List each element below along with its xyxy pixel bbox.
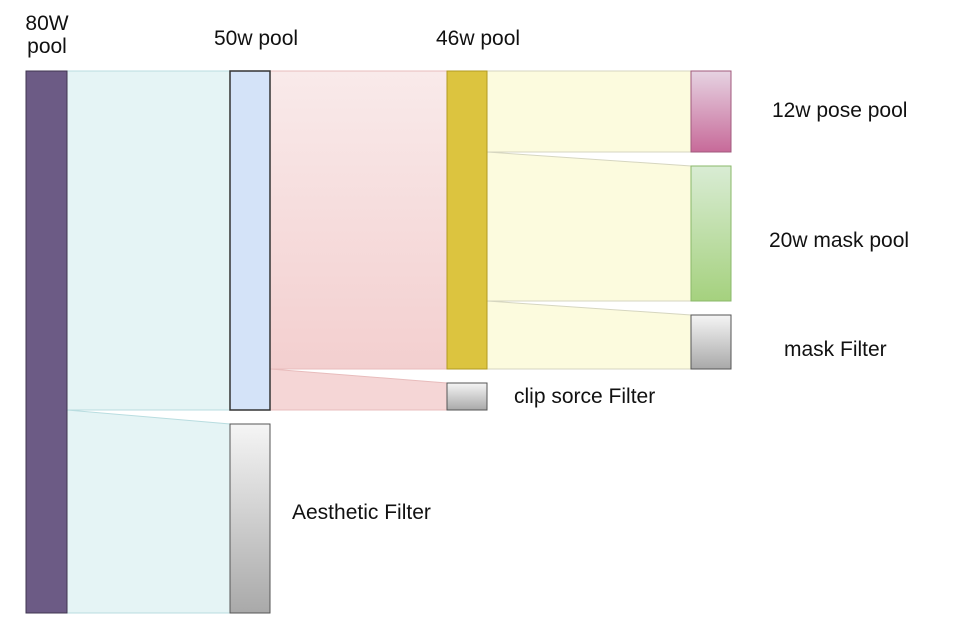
node-mask-filter (690, 314, 732, 370)
label-pose-pool: 12w pose pool (772, 99, 908, 122)
node-50w-pool (229, 70, 271, 411)
label-50w-pool: 50w pool (214, 27, 299, 50)
node-clip-filter (446, 382, 488, 411)
label-clip-filter: clip sorce Filter (514, 385, 656, 408)
flow-50w-to-clip-filter (269, 368, 448, 411)
label-aesthetic-filter: Aesthetic Filter (292, 501, 431, 524)
node-pose-pool (690, 70, 732, 153)
flow-50w-to-46w (269, 70, 448, 370)
node-mask-pool (690, 165, 732, 302)
flow-46w-to-mask-filter (486, 300, 692, 370)
flow-80w-to-50w (66, 70, 231, 411)
label-46w-pool: 46w pool (436, 27, 521, 50)
flow-80w-to-aesthetic-filter (66, 409, 231, 614)
label-mask-pool: 20w mask pool (769, 229, 910, 252)
label-80w-pool: 80W pool (18, 12, 76, 58)
node-46w-pool (446, 70, 488, 370)
flow-46w-to-pose-pool (486, 70, 692, 153)
label-80w-pool-line1: 80W (25, 12, 69, 35)
flow-46w-to-mask-pool (486, 151, 692, 302)
label-mask-filter: mask Filter (784, 338, 887, 361)
label-80w-pool-line2: pool (27, 35, 67, 59)
node-aesthetic-filter (229, 423, 271, 614)
node-80w-pool (25, 70, 68, 614)
